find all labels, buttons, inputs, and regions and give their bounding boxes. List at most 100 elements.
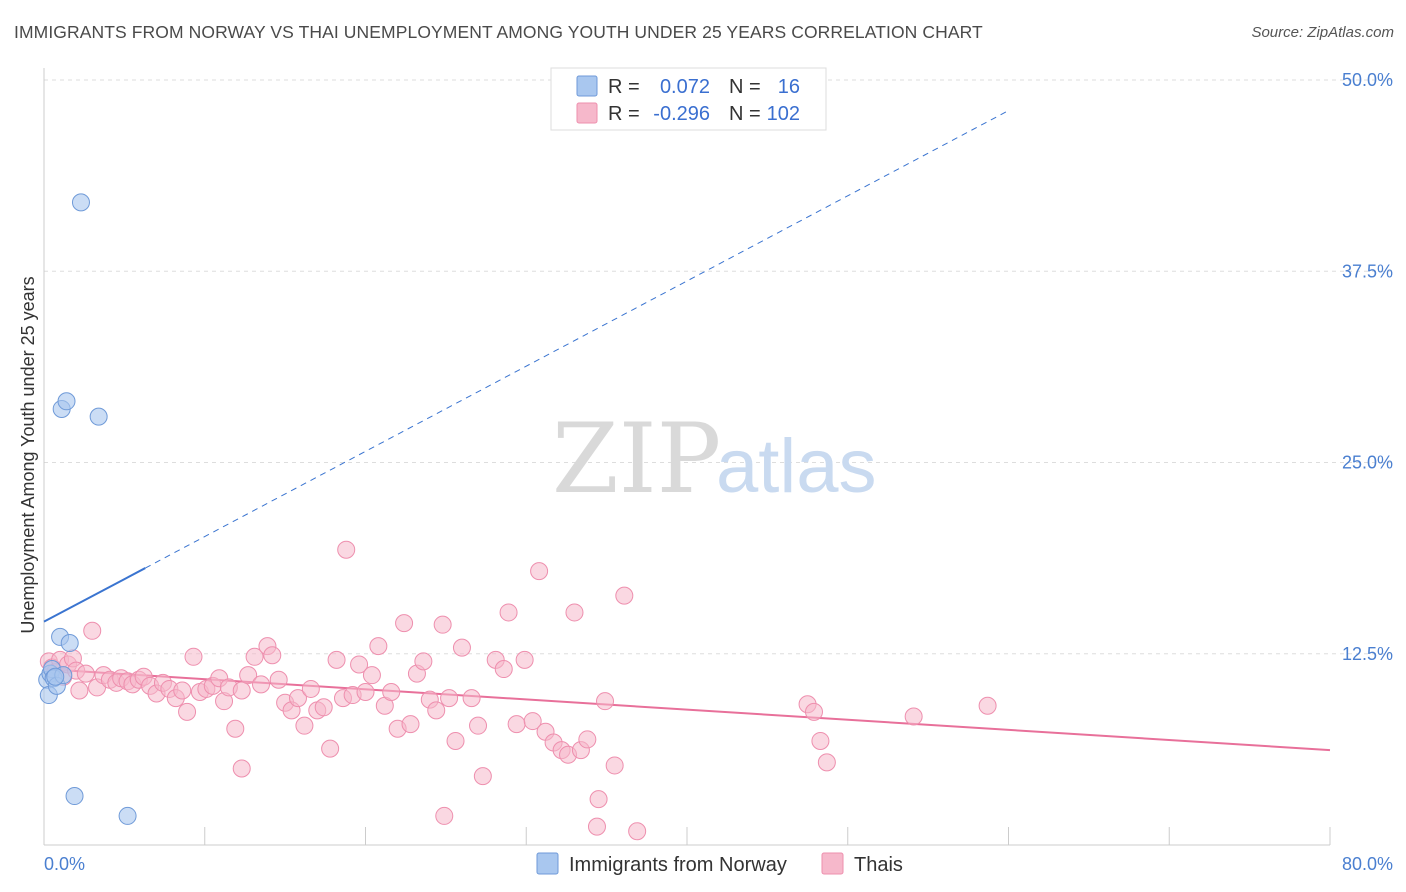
thai-point bbox=[433, 615, 452, 634]
legend-thai-swatch bbox=[576, 102, 598, 124]
thai-point bbox=[226, 719, 245, 738]
thai-point bbox=[978, 696, 997, 715]
thai-point bbox=[628, 822, 647, 841]
thai-point bbox=[252, 675, 271, 694]
y-tick-label: 25.0% bbox=[1342, 453, 1393, 473]
thai-point bbox=[321, 739, 340, 758]
norway-trend-line bbox=[43, 567, 146, 623]
legend-norway-r-label: R = bbox=[608, 76, 640, 98]
thai-point bbox=[435, 806, 454, 825]
thai-point bbox=[507, 715, 526, 734]
y-axis-label: Unemployment Among Youth under 25 years bbox=[18, 276, 38, 633]
norway-point bbox=[46, 667, 65, 686]
thai-point bbox=[178, 702, 197, 721]
bottom-legend-norway-swatch bbox=[536, 852, 559, 875]
thai-point bbox=[804, 702, 823, 721]
thai-point bbox=[382, 683, 401, 701]
thai-point bbox=[239, 666, 258, 685]
bottom-legend-thai-swatch bbox=[821, 852, 844, 875]
thai-point bbox=[295, 716, 314, 735]
thai-point bbox=[446, 731, 465, 750]
legend-thai-n-value: 102 bbox=[767, 103, 800, 125]
thai-point bbox=[494, 660, 513, 679]
thai-point bbox=[350, 655, 369, 674]
watermark-zip: ZIP bbox=[552, 403, 721, 515]
legend-norway-swatch bbox=[576, 75, 598, 97]
series-legend: Immigrants from Norway Thais bbox=[536, 852, 903, 876]
thai-point bbox=[173, 681, 192, 700]
thai-point bbox=[232, 681, 251, 700]
thai-point bbox=[356, 683, 375, 701]
thai-point bbox=[369, 637, 388, 656]
thai-point bbox=[904, 707, 923, 726]
thai-trend-line bbox=[43, 668, 1331, 752]
thai-point bbox=[184, 647, 203, 666]
thai-point bbox=[70, 681, 89, 700]
x-axis-ticks bbox=[204, 827, 1331, 845]
thai-point bbox=[245, 647, 264, 666]
norway-point bbox=[89, 407, 108, 426]
thai-point bbox=[327, 650, 346, 669]
norway-point bbox=[57, 392, 76, 411]
thai-point bbox=[427, 701, 446, 720]
watermark-atlas: atlas bbox=[716, 424, 877, 509]
bottom-legend-norway-label: Immigrants from Norway bbox=[569, 854, 787, 876]
thai-point bbox=[587, 817, 606, 836]
thai-point bbox=[523, 712, 542, 731]
thai-point bbox=[395, 614, 414, 633]
legend-norway-r-value: 0.072 bbox=[660, 76, 710, 98]
thai-point bbox=[263, 646, 282, 665]
thai-point bbox=[76, 664, 95, 683]
chart-title: IMMIGRANTS FROM NORWAY VS THAI UNEMPLOYM… bbox=[14, 22, 983, 42]
y-tick-label: 37.5% bbox=[1342, 261, 1393, 281]
thai-point bbox=[578, 730, 597, 749]
thai-points bbox=[39, 540, 997, 841]
thai-point bbox=[469, 716, 488, 735]
thai-point bbox=[301, 679, 320, 698]
norway-point bbox=[118, 806, 137, 825]
thai-point bbox=[337, 540, 356, 559]
legend-thai-r-label: R = bbox=[608, 103, 640, 125]
y-tick-label: 12.5% bbox=[1342, 644, 1393, 664]
thai-point bbox=[440, 689, 459, 708]
thai-point bbox=[515, 650, 534, 669]
thai-point bbox=[811, 731, 830, 750]
thai-point bbox=[83, 621, 102, 640]
thai-point bbox=[596, 692, 615, 711]
bottom-legend-thai-label: Thais bbox=[854, 854, 903, 876]
thai-point bbox=[362, 666, 381, 685]
thai-point bbox=[414, 652, 433, 671]
norway-trend-dashed bbox=[145, 110, 1009, 569]
correlation-legend: R = 0.072 N = 16 R = -0.296 N = 102 bbox=[550, 67, 827, 131]
thai-point bbox=[530, 562, 549, 581]
thai-point bbox=[473, 767, 492, 786]
thai-point bbox=[605, 756, 624, 775]
legend-norway-n-value: 16 bbox=[778, 76, 800, 98]
thai-point bbox=[817, 753, 836, 772]
y-axis-tick-labels: 12.5% 25.0% 37.5% 50.0% bbox=[1342, 70, 1393, 664]
norway-point bbox=[65, 787, 84, 806]
thai-point bbox=[499, 603, 518, 622]
legend-thai-n-label: N = bbox=[729, 103, 761, 125]
legend-thai-r-value: -0.296 bbox=[653, 103, 710, 125]
thai-point bbox=[401, 715, 420, 734]
grid-lines bbox=[44, 79, 1393, 655]
y-tick-label: 50.0% bbox=[1342, 70, 1393, 90]
x-tick-label-min: 0.0% bbox=[44, 854, 85, 874]
chart-source: Source: ZipAtlas.com bbox=[1251, 24, 1394, 41]
norway-point bbox=[60, 634, 79, 653]
thai-point bbox=[589, 790, 608, 809]
x-tick-label-max: 80.0% bbox=[1342, 854, 1393, 874]
thai-point bbox=[615, 586, 634, 605]
norway-points bbox=[38, 193, 137, 825]
thai-point bbox=[269, 670, 288, 689]
thai-point bbox=[452, 638, 471, 657]
norway-point bbox=[71, 193, 90, 212]
thai-point bbox=[462, 689, 481, 708]
thai-point bbox=[232, 759, 251, 778]
legend-norway-n-label: N = bbox=[729, 76, 761, 98]
thai-point bbox=[565, 603, 584, 622]
thai-point bbox=[314, 698, 333, 717]
thai-point bbox=[288, 689, 307, 708]
